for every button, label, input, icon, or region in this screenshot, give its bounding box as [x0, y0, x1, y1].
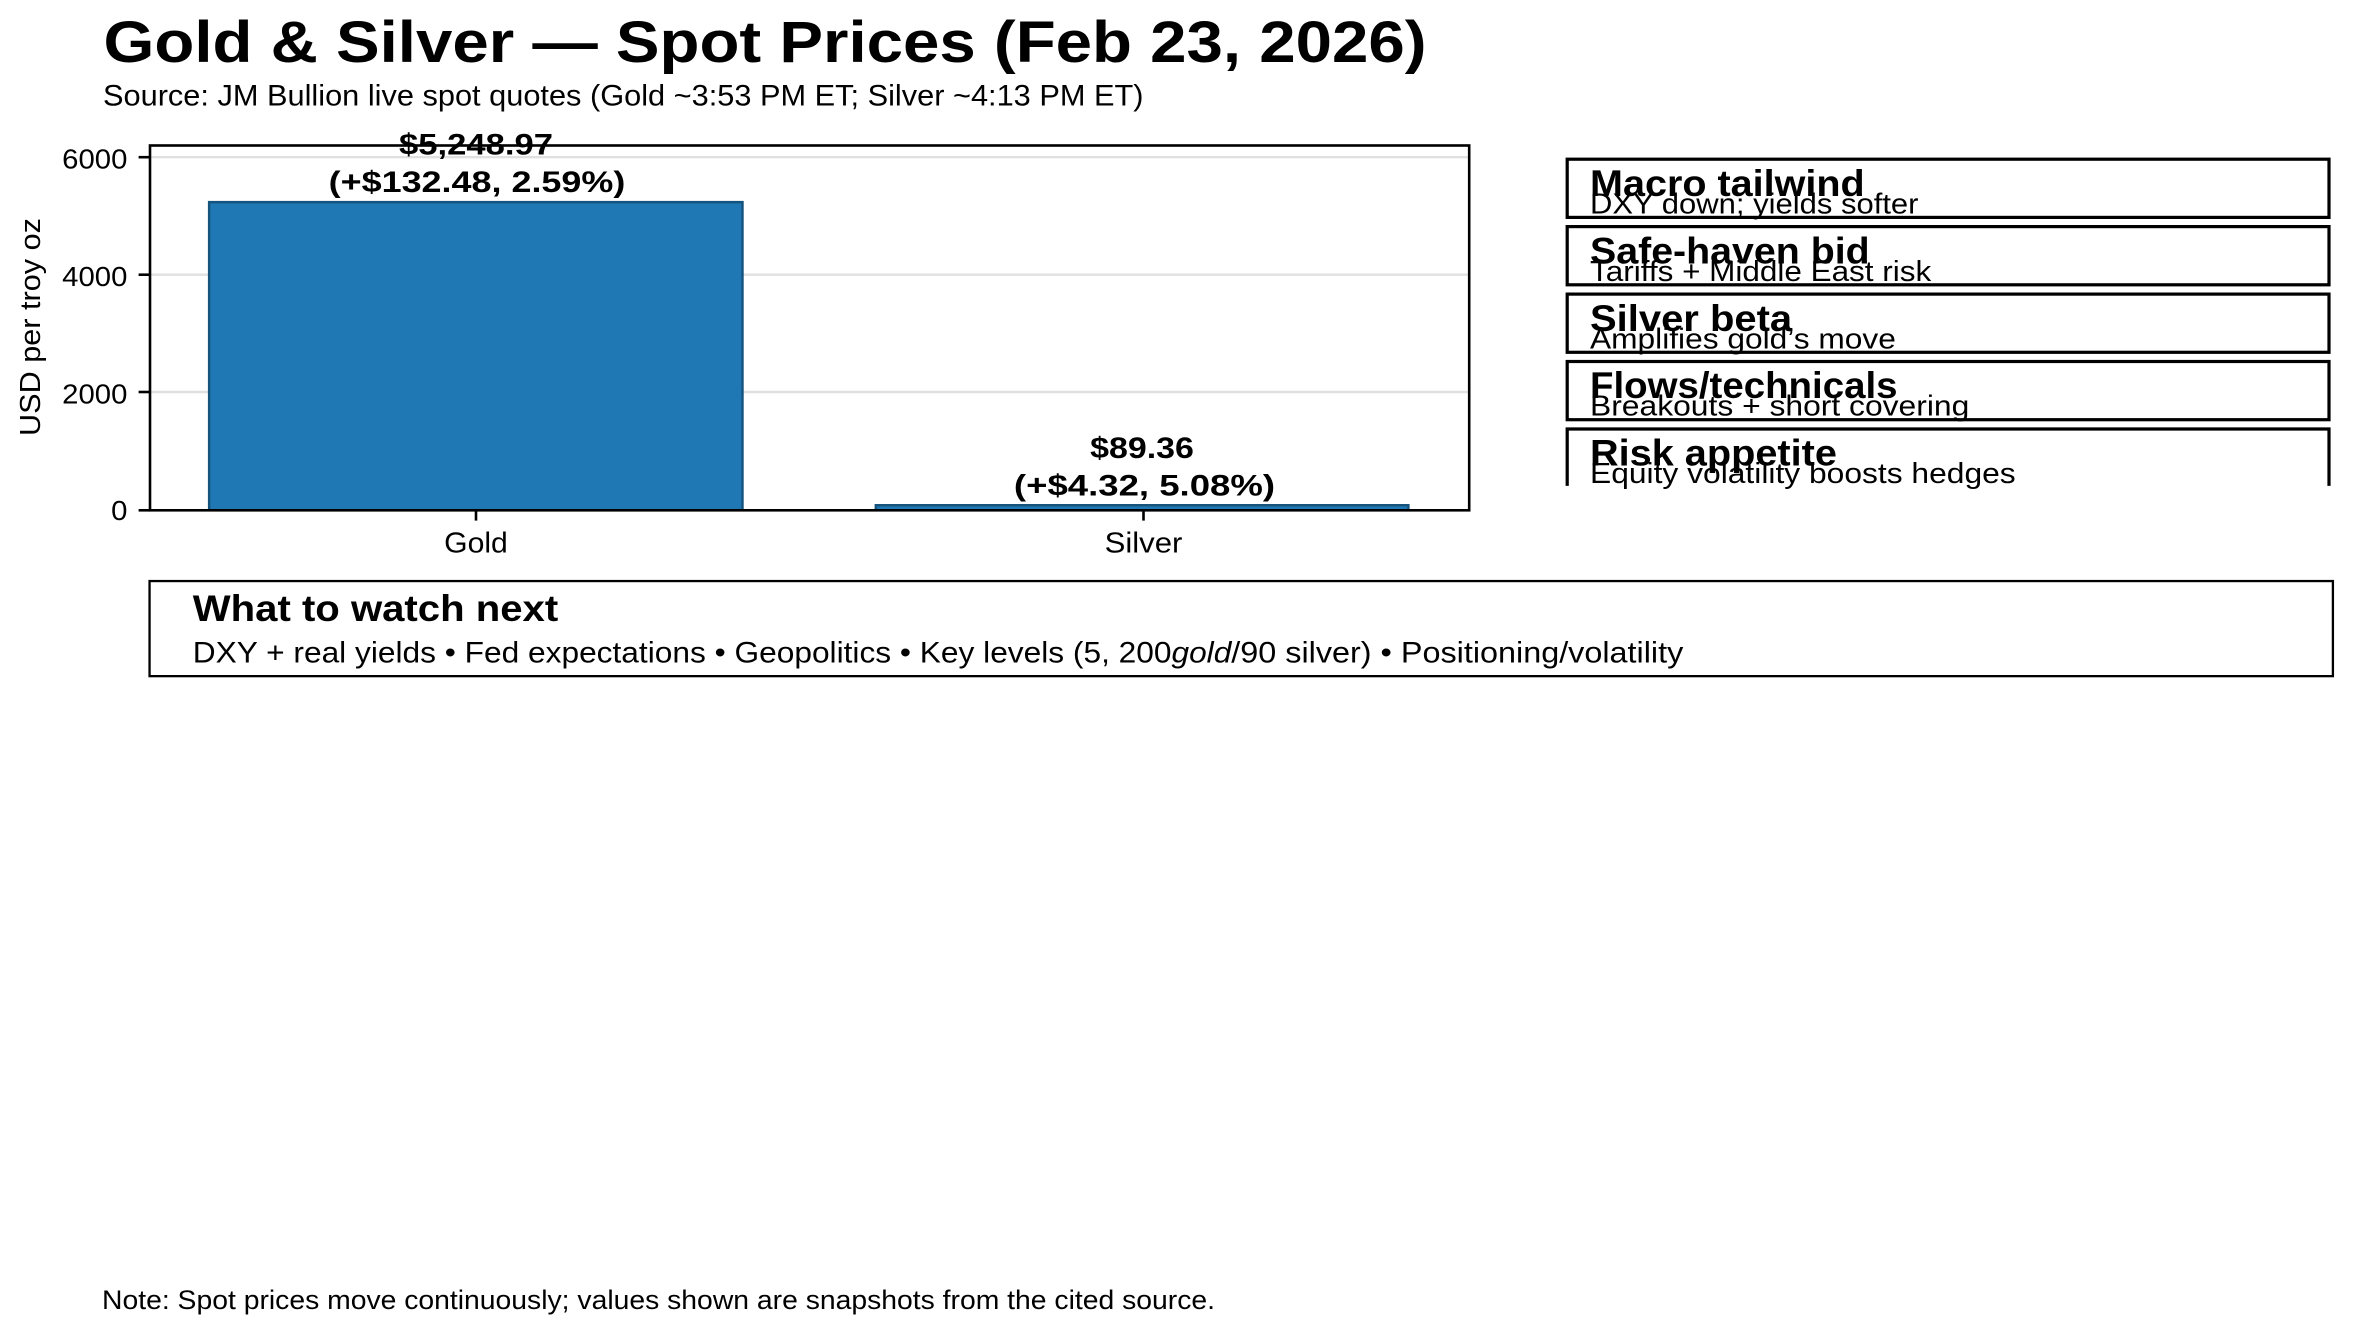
svg-text:Macro tailwind: Macro tailwind	[1590, 163, 1865, 204]
svg-text:4000: 4000	[62, 261, 127, 292]
svg-text:(+$4.32, 5.08%): (+$4.32, 5.08%)	[1014, 469, 1275, 502]
svg-text:$89.36: $89.36	[1090, 432, 1194, 465]
svg-text:6000: 6000	[62, 144, 127, 175]
svg-text:Equity volatility boosts hedge: Equity volatility boosts hedges	[1590, 458, 2016, 490]
svg-text:Gold & Silver — Spot Prices (F: Gold & Silver — Spot Prices (Feb 23, 202…	[104, 10, 1427, 75]
svg-text:Note: Spot prices move continu: Note: Spot prices move continuously; val…	[102, 1285, 1215, 1315]
svg-text:Flows/technicals: Flows/technicals	[1590, 365, 1898, 406]
svg-text:Amplifies gold’s move: Amplifies gold’s move	[1590, 323, 1896, 355]
svg-text:USD per troy oz: USD per troy oz	[15, 218, 47, 436]
svg-text:Breakouts + short covering: Breakouts + short covering	[1590, 391, 1969, 423]
svg-text:Silver: Silver	[1105, 528, 1183, 560]
svg-text:0: 0	[111, 495, 127, 526]
svg-text:Silver beta: Silver beta	[1590, 298, 1793, 339]
svg-text:Safe-haven bid: Safe-haven bid	[1590, 230, 1870, 271]
svg-text:$5,248.97: $5,248.97	[399, 129, 553, 162]
svg-text:Risk appetite: Risk appetite	[1590, 433, 1837, 474]
svg-text:Tariffs + Middle East risk: Tariffs + Middle East risk	[1590, 256, 1932, 288]
svg-text:/90 silver) • Positioning/vola: /90 silver) • Positioning/volatility	[1231, 637, 1683, 670]
svg-text:DXY + real yields • Fed expect: DXY + real yields • Fed expectations • G…	[193, 637, 1172, 670]
svg-text:2000: 2000	[62, 379, 127, 410]
svg-text:gold: gold	[1172, 637, 1233, 670]
svg-text:Source: JM Bullion live spot q: Source: JM Bullion live spot quotes (Gol…	[103, 80, 1144, 113]
svg-text:What to watch next: What to watch next	[193, 588, 558, 629]
svg-text:(+$132.48, 2.59%): (+$132.48, 2.59%)	[329, 166, 626, 199]
svg-text:DXY down; yields softer: DXY down; yields softer	[1590, 188, 1919, 220]
svg-text:Gold: Gold	[444, 528, 508, 560]
